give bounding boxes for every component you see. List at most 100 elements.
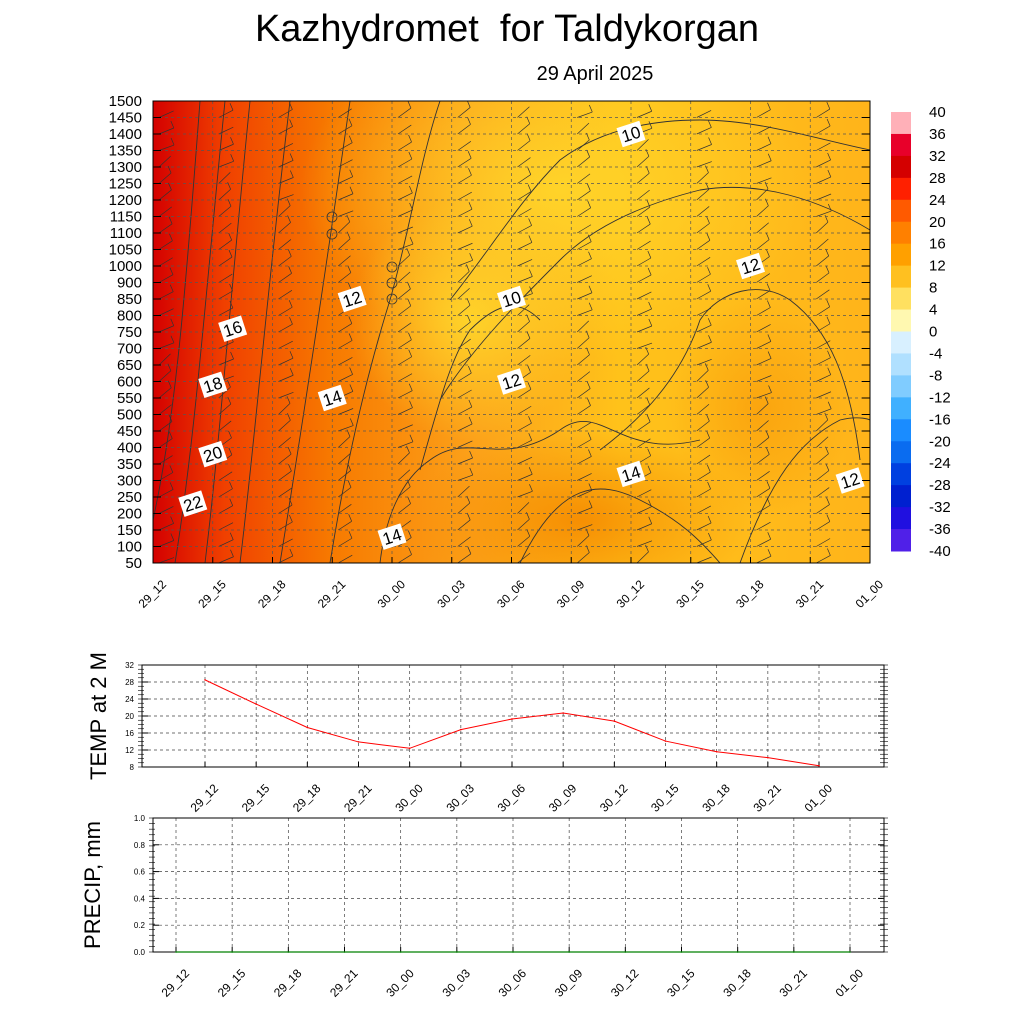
colorbar-tick-label: 32: [929, 148, 946, 165]
wind-barb-flag: [230, 154, 235, 162]
wind-barb-flag: [349, 186, 354, 194]
wind-barb-staff: [636, 139, 649, 151]
heatmap-y-tick-label: 1100: [110, 225, 142, 242]
wind-barb-flag: [227, 182, 231, 190]
heatmap-y-tick-label: 50: [125, 555, 142, 572]
contour-label: 22: [178, 490, 208, 517]
y-tick-label: 32: [125, 661, 134, 670]
colorbar-tick-label: -36: [929, 521, 951, 538]
wind-barb-flag: [647, 465, 652, 473]
wind-barb-staff: [756, 454, 770, 465]
wind-barb-staff: [218, 403, 232, 415]
contour-label: 18: [198, 371, 228, 399]
wind-barb-staff: [218, 239, 232, 250]
wind-barb-staff: [577, 156, 590, 168]
wind-barb-flag: [527, 184, 532, 192]
wind-barb-staff: [457, 288, 470, 300]
wind-barb-staff: [517, 456, 533, 465]
wind-barb-staff: [457, 321, 471, 333]
wind-barb-staff: [278, 521, 293, 531]
data-point: [664, 740, 667, 742]
data-point: [408, 747, 411, 750]
wind-barb-staff: [457, 157, 472, 168]
wind-barb-staff: [577, 388, 591, 399]
wind-barb-staff: [158, 421, 173, 432]
wind-barb-staff: [756, 143, 772, 151]
wind-barb-flag: [648, 318, 653, 327]
heatmap-x-tick-label: 30_00: [375, 577, 409, 611]
wind-barb-staff: [636, 387, 650, 399]
wind-barb-staff: [517, 490, 533, 498]
wind-barb-staff: [636, 325, 652, 333]
wind-barb-staff: [636, 189, 650, 201]
wind-barb-staff: [278, 256, 292, 267]
wind-barb-staff: [397, 243, 414, 250]
contour-label: 14: [616, 460, 646, 488]
wind-barb-flag: [767, 549, 772, 557]
wind-barb-staff: [816, 159, 831, 168]
wind-barb-flag: [168, 431, 173, 439]
x-tick-label: 30_15: [664, 966, 698, 1000]
wind-barb-staff: [457, 536, 471, 547]
wind-barb-staff: [696, 324, 712, 333]
wind-barb-staff: [696, 127, 712, 135]
wind-barb-flag: [469, 253, 474, 261]
wind-barb-staff: [278, 403, 291, 415]
wind-barb-staff: [397, 452, 410, 465]
wind-barb-flag: [230, 137, 234, 145]
wind-barb-staff: [338, 193, 354, 201]
heatmap-x-axis: 29_12 29_15 29_18 29_21 30_00 30_03 30_06 30_09…: [136, 557, 886, 611]
wind-barb-flag: [409, 202, 413, 211]
heatmap-y-tick-label: 350: [117, 456, 142, 473]
wind-barb-staff: [278, 239, 292, 250]
wind-barb-flag: [407, 530, 412, 538]
contour-label-text: 22: [181, 492, 205, 516]
wind-barb-staff: [876, 408, 891, 415]
wind-barb-flag: [887, 169, 890, 176]
wind-barb-staff: [816, 357, 831, 366]
wind-barb-staff: [816, 306, 830, 316]
wind-barb-staff: [218, 172, 231, 184]
wind-barb-flag: [707, 515, 712, 524]
wind-barb-staff: [696, 161, 712, 168]
colorbar-swatch: [891, 112, 911, 135]
contour-line: [519, 488, 721, 563]
wind-barb-flag: [706, 414, 710, 422]
data-point: [306, 726, 309, 729]
precip-frame: [152, 817, 885, 953]
heatmap-y-tick-label: 1150: [110, 209, 142, 226]
wind-barb-flag: [408, 332, 412, 340]
wind-barb-staff: [636, 438, 651, 448]
wind-barb-staff: [756, 521, 771, 531]
wind-barb-staff: [696, 437, 710, 448]
colorbar-swatch: [891, 331, 911, 354]
wind-barb-flag: [647, 267, 652, 276]
wind-barb-flag: [528, 467, 533, 475]
wind-barb-flag: [888, 418, 891, 425]
wind-barb-flag: [827, 203, 832, 212]
wind-barb-staff: [338, 221, 351, 234]
wind-barb-flag: [888, 435, 891, 442]
wind-barb-staff: [278, 222, 291, 234]
wind-barb-flag: [467, 151, 472, 159]
wind-barb-flag: [228, 232, 233, 241]
wind-barb-flag: [468, 399, 473, 408]
wind-barb-staff: [816, 521, 831, 531]
wind-barb-flag: [826, 316, 831, 324]
wind-barb-staff: [457, 225, 473, 234]
y-tick-label: 0.0: [134, 948, 146, 957]
heatmap-y-tick-label: 800: [117, 308, 142, 325]
wind-barb-staff: [158, 540, 174, 547]
wind-barb-staff: [218, 341, 234, 349]
wind-barb-staff: [397, 407, 413, 415]
heatmap-y-tick-label: 700: [117, 341, 142, 358]
wind-barb-staff: [876, 306, 889, 315]
wind-barb-staff: [278, 555, 294, 563]
wind-barb-staff: [517, 259, 533, 267]
wind-barb-staff: [756, 273, 770, 283]
wind-barb-flag: [229, 300, 234, 309]
wind-barb-staff: [158, 172, 172, 184]
wind-barb-staff: [696, 471, 711, 481]
wind-barb-staff: [696, 290, 711, 300]
wind-barb-staff: [517, 535, 530, 547]
